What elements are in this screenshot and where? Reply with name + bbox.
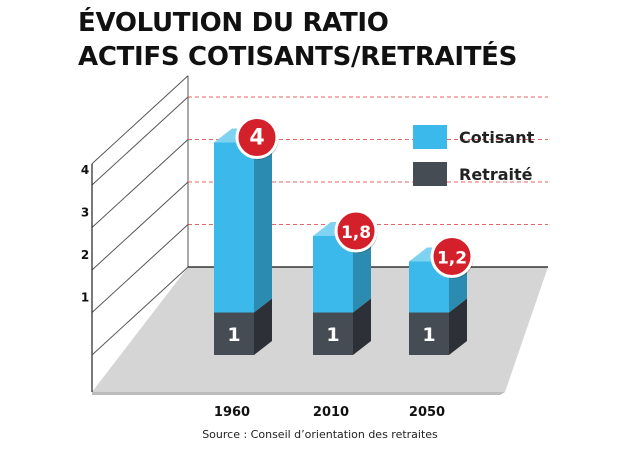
grid-diagonal-3: [91, 139, 189, 228]
bar-group-2050: [409, 247, 467, 355]
chart-labels: 1 4 1960 1 1,8 2010 1 1,2 2050: [214, 116, 474, 420]
bar-value-label-retraite: 1: [422, 324, 435, 346]
chart-legend: Cotisant Retraité: [413, 125, 535, 186]
chart-y-axis: 1 2 3 4: [81, 163, 189, 392]
bar-retraite-side: [254, 298, 272, 355]
y-tick-label: 4: [81, 163, 89, 177]
x-category-label: 2010: [313, 405, 349, 420]
floor-diagonal: [91, 266, 189, 356]
value-badge: [235, 116, 279, 159]
bar-value-label-retraite: 1: [326, 324, 339, 346]
y-tick-label: 1: [81, 291, 89, 305]
bar-retraite-2050: [409, 312, 449, 355]
legend-label: Cotisant: [459, 128, 535, 147]
chart-title: ÉVOLUTION DU RATIO ACTIFS COTISANTS/RETR…: [78, 6, 517, 74]
bar-retraite-side: [353, 298, 371, 355]
source-note: Source : Conseil d’orientation des retra…: [202, 428, 438, 441]
x-category-label: 1960: [214, 405, 250, 420]
bar-cotisant-side: [254, 128, 272, 313]
bar-retraite-side: [449, 298, 467, 355]
chart-title-line-2: ACTIFS COTISANTS/RETRAITÉS: [78, 42, 518, 72]
grid-diagonal-4: [91, 96, 189, 186]
badge-value-label: 1,2: [437, 249, 467, 269]
chart-title-line-1: ÉVOLUTION DU RATIO: [78, 8, 389, 38]
legend-item-retraite: Retraité: [413, 162, 533, 186]
value-badge: [334, 209, 378, 253]
legend-swatch: [413, 162, 447, 186]
value-badge: [430, 235, 474, 278]
grid-diagonal-top: [91, 75, 189, 165]
y-tick-label: 3: [81, 206, 89, 220]
bar-value-label-retraite: 1: [227, 324, 240, 346]
badge-value-label: 4: [249, 126, 264, 151]
grid-diagonal-2: [91, 181, 189, 271]
floor-edge: [92, 392, 505, 395]
bar-group-1960: [214, 128, 272, 355]
bar-retraite-1960: [214, 312, 254, 355]
bar-retraite-2010: [313, 312, 353, 355]
legend-swatch: [413, 125, 447, 149]
badge-value-label: 1,8: [341, 223, 371, 243]
bar-cotisant-1960: [214, 142, 254, 313]
y-tick-label: 2: [81, 248, 89, 262]
grid-diagonal-1: [91, 224, 189, 313]
x-category-label: 2050: [409, 405, 445, 420]
legend-label: Retraité: [459, 165, 533, 184]
legend-item-cotisant: Cotisant: [413, 125, 535, 149]
